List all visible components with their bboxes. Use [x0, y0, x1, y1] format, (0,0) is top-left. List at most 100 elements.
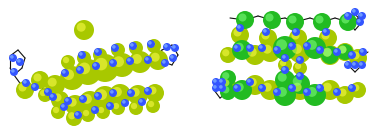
Circle shape	[349, 49, 367, 67]
Circle shape	[213, 85, 217, 89]
Circle shape	[109, 89, 117, 97]
Circle shape	[40, 90, 46, 96]
Circle shape	[278, 73, 287, 82]
Circle shape	[169, 54, 177, 62]
Circle shape	[147, 40, 155, 48]
Circle shape	[110, 53, 134, 77]
Circle shape	[61, 69, 69, 77]
Circle shape	[220, 77, 236, 93]
Circle shape	[292, 28, 300, 36]
Circle shape	[95, 58, 107, 70]
Circle shape	[245, 45, 265, 65]
Circle shape	[307, 87, 317, 97]
Circle shape	[262, 28, 270, 36]
Circle shape	[348, 84, 356, 92]
Circle shape	[307, 40, 317, 50]
Circle shape	[16, 58, 24, 66]
Circle shape	[344, 61, 352, 69]
Circle shape	[9, 54, 17, 62]
Circle shape	[82, 94, 92, 104]
Circle shape	[296, 56, 304, 64]
Circle shape	[322, 28, 330, 36]
Circle shape	[130, 43, 134, 47]
Circle shape	[94, 48, 102, 56]
Circle shape	[163, 43, 171, 51]
Circle shape	[96, 89, 107, 100]
Circle shape	[348, 51, 356, 59]
Circle shape	[234, 45, 238, 49]
Circle shape	[246, 44, 254, 52]
Circle shape	[334, 49, 338, 53]
Circle shape	[220, 47, 236, 63]
Circle shape	[359, 48, 367, 56]
Circle shape	[323, 83, 332, 92]
Circle shape	[74, 20, 94, 40]
Circle shape	[222, 86, 229, 93]
Circle shape	[337, 44, 353, 60]
Circle shape	[319, 29, 337, 47]
Circle shape	[45, 89, 49, 93]
Circle shape	[317, 47, 321, 51]
Circle shape	[263, 29, 267, 33]
Circle shape	[129, 42, 137, 50]
Circle shape	[94, 92, 102, 100]
Circle shape	[345, 13, 349, 17]
Circle shape	[106, 102, 114, 110]
Circle shape	[293, 61, 307, 75]
Circle shape	[131, 43, 137, 49]
Circle shape	[259, 45, 263, 49]
Circle shape	[320, 80, 340, 100]
Circle shape	[288, 84, 296, 92]
Circle shape	[246, 78, 254, 86]
Circle shape	[323, 48, 332, 57]
Circle shape	[275, 70, 295, 90]
Circle shape	[220, 70, 236, 86]
Circle shape	[126, 57, 134, 65]
Circle shape	[338, 45, 347, 54]
Circle shape	[358, 12, 366, 20]
Circle shape	[148, 41, 152, 45]
Circle shape	[235, 83, 244, 92]
Circle shape	[219, 79, 223, 83]
Circle shape	[321, 46, 339, 64]
Circle shape	[131, 103, 137, 109]
Circle shape	[274, 89, 278, 93]
Circle shape	[296, 72, 304, 80]
Circle shape	[338, 88, 347, 97]
Circle shape	[323, 29, 327, 33]
Circle shape	[128, 90, 132, 94]
Circle shape	[65, 98, 69, 102]
Circle shape	[219, 85, 223, 89]
Circle shape	[297, 57, 301, 61]
Circle shape	[345, 62, 349, 66]
Circle shape	[79, 95, 87, 103]
Circle shape	[51, 105, 65, 119]
Circle shape	[93, 48, 107, 62]
Circle shape	[63, 69, 74, 80]
Circle shape	[282, 67, 286, 71]
Circle shape	[113, 103, 119, 109]
Circle shape	[281, 66, 289, 74]
Circle shape	[77, 51, 91, 65]
Circle shape	[313, 13, 331, 31]
Circle shape	[10, 55, 14, 59]
Circle shape	[349, 85, 353, 89]
Circle shape	[303, 88, 311, 96]
Circle shape	[53, 107, 59, 113]
Circle shape	[149, 41, 155, 47]
Circle shape	[77, 23, 86, 32]
Circle shape	[95, 93, 99, 97]
Circle shape	[68, 112, 75, 119]
Circle shape	[164, 44, 168, 48]
Circle shape	[128, 85, 148, 105]
Circle shape	[324, 48, 332, 57]
Circle shape	[289, 29, 307, 47]
Circle shape	[289, 43, 293, 47]
Circle shape	[352, 51, 359, 60]
Circle shape	[61, 55, 75, 69]
Circle shape	[334, 89, 338, 93]
Circle shape	[234, 28, 242, 37]
Circle shape	[273, 36, 297, 60]
Circle shape	[96, 105, 110, 119]
Circle shape	[341, 15, 350, 24]
